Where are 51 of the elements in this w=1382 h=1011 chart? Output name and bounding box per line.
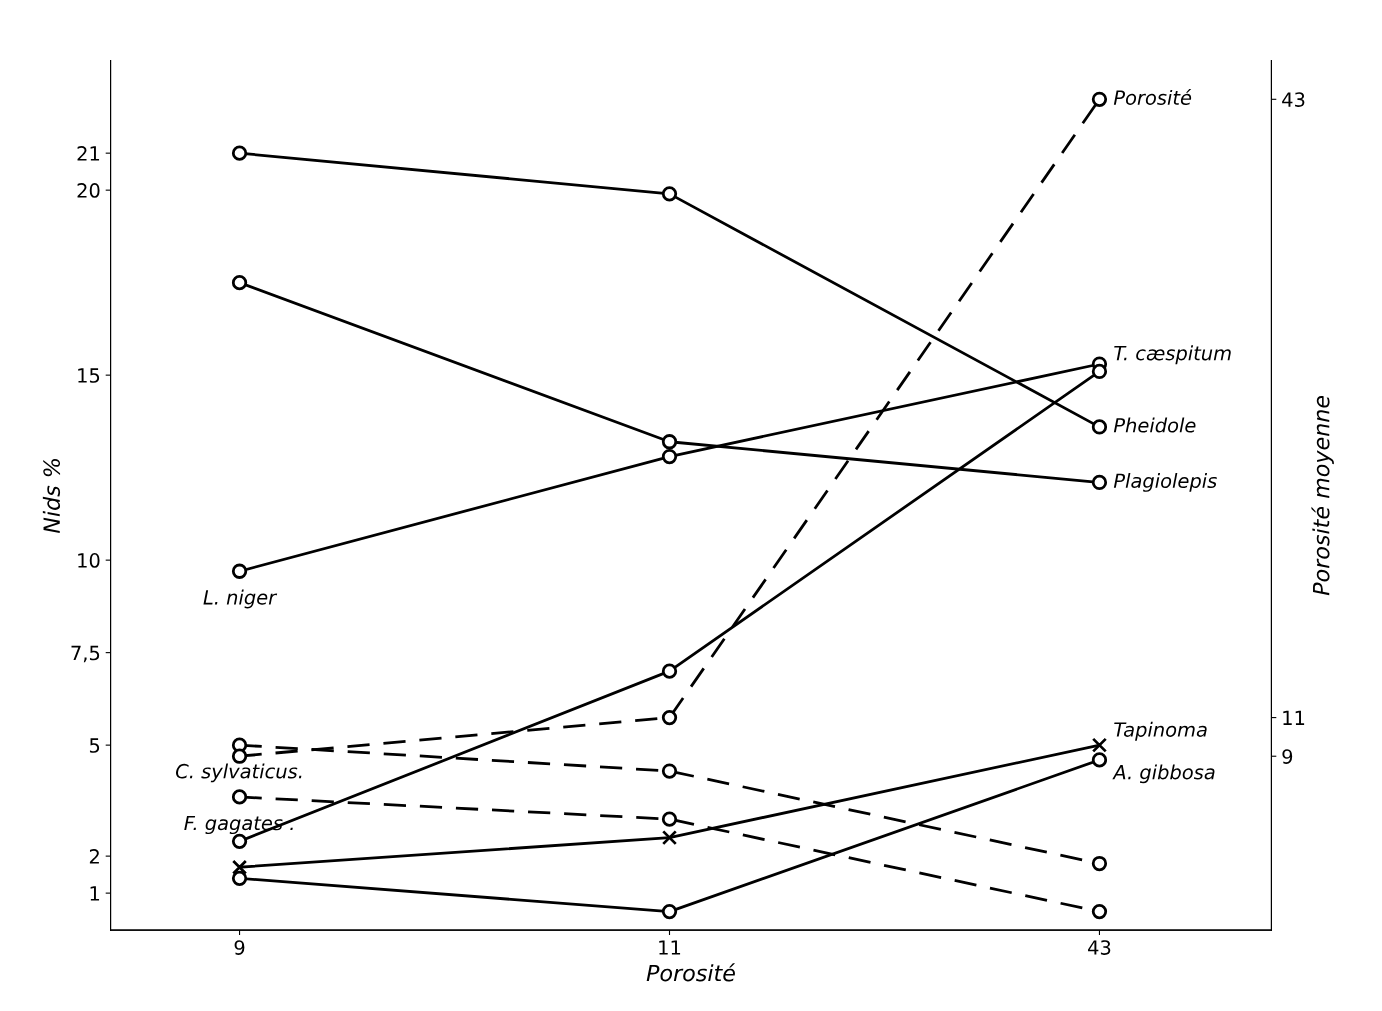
annotation: Plagiolepis (1113, 473, 1217, 492)
point (661, 448, 678, 465)
y2-tick-label: 43 (1282, 92, 1305, 107)
series-label: Porosité (1113, 89, 1192, 105)
x-tick-label: 11 (659, 940, 681, 955)
y2-tick-label: 11 (1283, 710, 1305, 725)
point (661, 763, 678, 779)
point (231, 563, 248, 579)
y-tick-label: 21 (77, 146, 100, 161)
point (661, 186, 678, 202)
point (1091, 363, 1108, 380)
annotation: F. gagates . (184, 815, 293, 835)
y-tick-label: 1 (90, 886, 100, 901)
point (661, 829, 678, 846)
annotation: L. niger (203, 589, 278, 609)
x-tick-label: 43 (1088, 940, 1111, 955)
x-tick-label: 9 (234, 940, 245, 955)
y-tick-label: 7,5 (71, 645, 100, 663)
point (1091, 419, 1108, 435)
point (1091, 903, 1108, 920)
point (1091, 855, 1108, 872)
point (231, 870, 248, 886)
point (661, 709, 678, 726)
y-tick-label: 15 (78, 368, 100, 383)
point (231, 833, 248, 849)
y2-axis-title: Porosité moyenne (1311, 395, 1334, 596)
point (231, 789, 248, 805)
point (231, 748, 248, 764)
point (1091, 91, 1108, 107)
point (231, 859, 248, 875)
point (1091, 752, 1108, 768)
point (661, 434, 678, 450)
annotation: C. sylvaticus. (175, 763, 302, 783)
y-tick-label: 20 (77, 183, 100, 198)
y-axis-title: Nids % (42, 459, 61, 534)
x-axis-title: Porosité (646, 963, 736, 982)
point (661, 663, 678, 679)
point (661, 811, 678, 827)
y-tick-label: 2 (89, 849, 99, 864)
annotation: Tapinoma (1114, 721, 1207, 741)
annotation: T. cæspitum (1114, 345, 1231, 365)
y2-tick-label: 9 (1282, 749, 1293, 764)
point (1091, 474, 1108, 491)
annotation: Pheidole (1113, 417, 1196, 433)
point (1091, 737, 1108, 753)
y-tick-label: 5 (89, 738, 100, 753)
point (231, 275, 248, 291)
point (661, 903, 678, 920)
y-tick-label: 10 (78, 553, 100, 568)
point (231, 145, 248, 161)
annotation: A. gibbosa (1112, 764, 1215, 784)
